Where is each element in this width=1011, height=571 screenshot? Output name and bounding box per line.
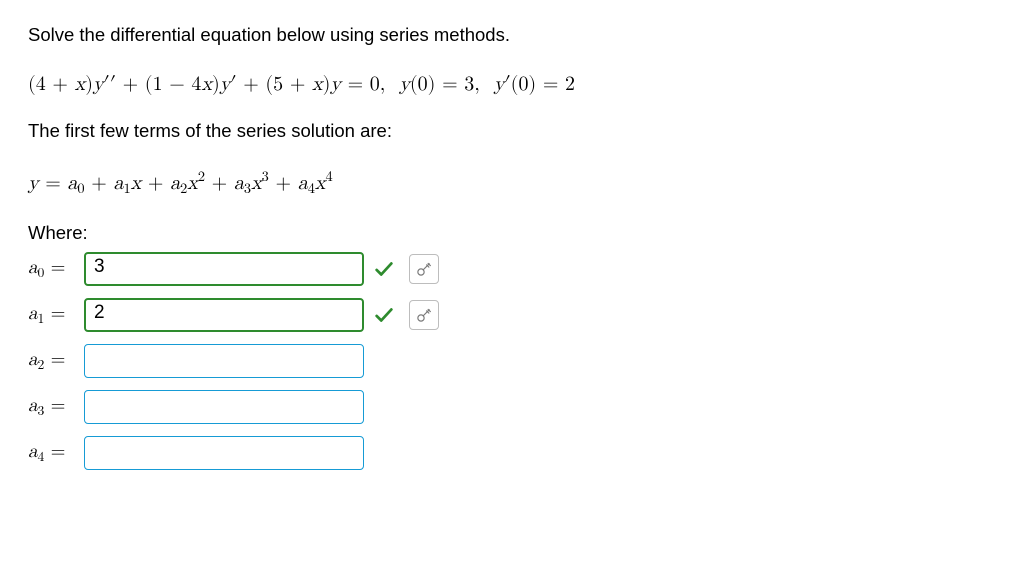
coef-label-a2: a2 = bbox=[28, 348, 84, 374]
answer-input-a3[interactable] bbox=[84, 390, 364, 424]
answer-input-a4[interactable] bbox=[84, 436, 364, 470]
prompt-text-1: Solve the differential equation below us… bbox=[28, 24, 983, 46]
answer-input-a0[interactable] bbox=[84, 252, 364, 286]
equation-preview-icon bbox=[415, 306, 433, 324]
equation-preview-icon bbox=[415, 260, 433, 278]
series-form: y = a0 + a1x + a2x2 + a3x3 + a4x4 bbox=[28, 164, 983, 198]
coef-label-a1: a1 = bbox=[28, 302, 84, 328]
answer-input-a2[interactable] bbox=[84, 344, 364, 378]
check-icon bbox=[373, 304, 395, 326]
coef-label-a3: a3 = bbox=[28, 394, 84, 420]
answer-grid: a0 = a1 = a2 = a3 = a4 = bbox=[28, 252, 983, 470]
coef-label-a4: a4 = bbox=[28, 440, 84, 466]
equation-preview-button-a1[interactable] bbox=[409, 300, 439, 330]
answer-input-a1[interactable] bbox=[84, 298, 364, 332]
equation: (4 + x)y′′ + (1 − 4x)y′ + (5 + x)y = 0,y… bbox=[28, 68, 983, 96]
where-label: Where: bbox=[28, 222, 983, 244]
correct-check-a1 bbox=[364, 304, 404, 326]
equation-preview-button-a0[interactable] bbox=[409, 254, 439, 284]
coef-label-a0: a0 = bbox=[28, 256, 84, 282]
correct-check-a0 bbox=[364, 258, 404, 280]
prompt-text-2: The first few terms of the series soluti… bbox=[28, 120, 983, 142]
check-icon bbox=[373, 258, 395, 280]
